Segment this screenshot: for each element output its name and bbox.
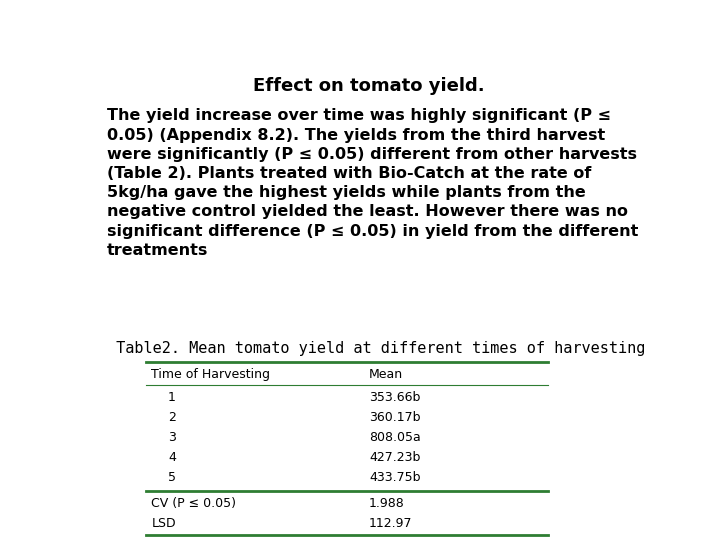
Text: 433.75b: 433.75b [369, 471, 420, 484]
Text: CV (P ≤ 0.05): CV (P ≤ 0.05) [151, 497, 236, 510]
Text: 2: 2 [168, 411, 176, 424]
Text: Effect on tomato yield.: Effect on tomato yield. [253, 77, 485, 95]
Text: Time of Harvesting: Time of Harvesting [151, 368, 271, 381]
Text: 360.17b: 360.17b [369, 411, 420, 424]
Text: 5: 5 [168, 471, 176, 484]
Text: Table2. Mean tomato yield at different times of harvesting: Table2. Mean tomato yield at different t… [107, 341, 645, 356]
Text: 3: 3 [168, 431, 176, 444]
Text: 4: 4 [168, 451, 176, 464]
Text: 1.988: 1.988 [369, 497, 405, 510]
Text: Mean: Mean [369, 368, 403, 381]
Text: The yield increase over time was highly significant (P ≤
0.05) (Appendix 8.2). T: The yield increase over time was highly … [107, 109, 638, 258]
Text: 1: 1 [168, 391, 176, 404]
Text: 353.66b: 353.66b [369, 391, 420, 404]
Text: 112.97: 112.97 [369, 517, 413, 530]
Text: 427.23b: 427.23b [369, 451, 420, 464]
Text: 808.05a: 808.05a [369, 431, 420, 444]
Text: LSD: LSD [151, 517, 176, 530]
